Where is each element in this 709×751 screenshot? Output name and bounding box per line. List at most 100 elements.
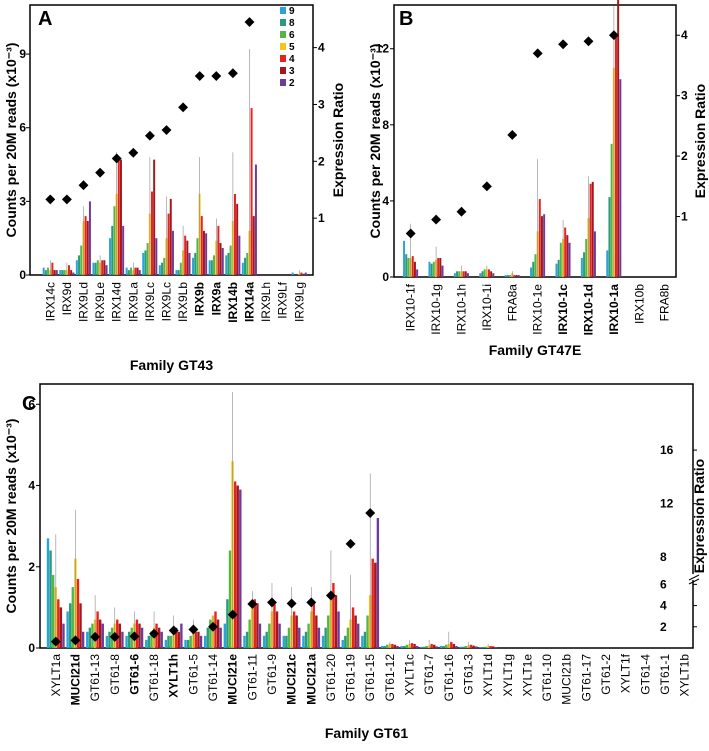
legend-swatch — [280, 79, 286, 86]
bar — [105, 265, 108, 275]
panel-label-c: C — [22, 393, 36, 415]
bar — [568, 242, 571, 277]
bar — [243, 635, 246, 648]
bar — [121, 631, 124, 648]
bar — [51, 574, 55, 648]
legend-label: 9 — [289, 6, 295, 17]
category-label: IRX14d — [110, 282, 124, 322]
ratio-marker — [128, 147, 139, 158]
bar — [66, 611, 69, 648]
bar — [346, 627, 350, 648]
bar — [469, 644, 473, 648]
bar — [167, 635, 170, 648]
bar — [610, 143, 613, 277]
plot-frame — [39, 383, 694, 649]
bar — [42, 267, 45, 275]
bar — [94, 262, 97, 275]
bar — [76, 578, 80, 648]
category-label: FRA8a — [505, 284, 519, 322]
category-label: GT61-10 — [540, 654, 554, 702]
category-label: IRX10-1f — [404, 283, 418, 331]
bar — [219, 627, 222, 648]
bar — [282, 635, 285, 648]
bar — [136, 267, 139, 275]
y-tick-label: 8 — [382, 118, 389, 132]
panel-c: C 0 2 4 6 2 4 6 8 12 16 Counts per 20M reads (x10⁻³… — [3, 383, 707, 741]
category-label: GT61-13 — [88, 654, 102, 702]
bar — [79, 603, 82, 648]
bar — [200, 216, 203, 275]
ratio-marker — [211, 71, 222, 82]
bar — [217, 225, 220, 275]
bar — [72, 272, 75, 275]
category-label: IRX10-1d — [582, 284, 596, 335]
bar — [157, 627, 161, 648]
bar — [400, 645, 403, 648]
bar — [250, 108, 253, 275]
bar — [125, 635, 128, 648]
bar — [205, 233, 208, 275]
category-label: GT61-6 — [127, 654, 141, 695]
y-tick-label: 9 — [19, 47, 26, 61]
bar — [298, 627, 301, 648]
bar — [219, 243, 222, 275]
ratio-marker — [558, 39, 569, 50]
bar — [86, 631, 89, 648]
bar — [302, 273, 305, 275]
bar — [472, 645, 475, 648]
bar — [608, 197, 611, 277]
bar — [459, 646, 462, 648]
y2-tick-label: 2 — [660, 620, 667, 634]
bar — [135, 619, 139, 648]
bar — [206, 627, 209, 648]
bar — [227, 252, 230, 275]
bar — [354, 615, 357, 648]
bar — [275, 611, 279, 648]
category-label: XYLT1d — [481, 654, 495, 696]
bar — [380, 645, 384, 648]
bar — [557, 259, 560, 277]
category-label: GT61-14 — [206, 654, 220, 702]
y2-tick-label: 1 — [318, 211, 325, 225]
bar — [140, 627, 144, 648]
ratio-marker — [50, 636, 61, 647]
category-label: IRX14c — [43, 282, 57, 321]
bar — [295, 615, 298, 648]
bar — [75, 260, 78, 275]
ratio-marker — [45, 194, 56, 205]
bar — [127, 631, 131, 648]
bar — [236, 485, 239, 648]
bar — [192, 257, 195, 275]
bar — [194, 631, 198, 648]
category-label: IRX10-1i — [480, 284, 494, 331]
category-label: GT61-19 — [344, 654, 358, 702]
bar — [453, 273, 456, 277]
bar — [119, 159, 122, 275]
bar — [383, 645, 386, 648]
category-label: XYLT1c — [403, 654, 417, 696]
category-label: GT61-12 — [383, 654, 397, 702]
bar — [357, 623, 360, 648]
bar — [180, 623, 183, 648]
bar — [583, 252, 586, 277]
bar — [155, 238, 158, 275]
bar — [254, 164, 257, 275]
ratio-marker — [608, 30, 619, 41]
bar — [186, 639, 190, 648]
y2-tick-label: 3 — [681, 89, 688, 103]
bar — [416, 269, 419, 277]
bar — [175, 270, 178, 275]
bar — [437, 257, 440, 277]
bar — [47, 267, 50, 275]
legend-label: 8 — [289, 18, 295, 29]
y2-tick-label: 4 — [660, 599, 667, 613]
bar — [101, 260, 104, 275]
category-label: GT61-15 — [363, 654, 377, 702]
ratio-marker — [111, 153, 122, 164]
bar — [435, 646, 439, 648]
bar — [49, 550, 52, 648]
bar — [167, 213, 170, 275]
category-label: IRX9La — [126, 282, 140, 322]
